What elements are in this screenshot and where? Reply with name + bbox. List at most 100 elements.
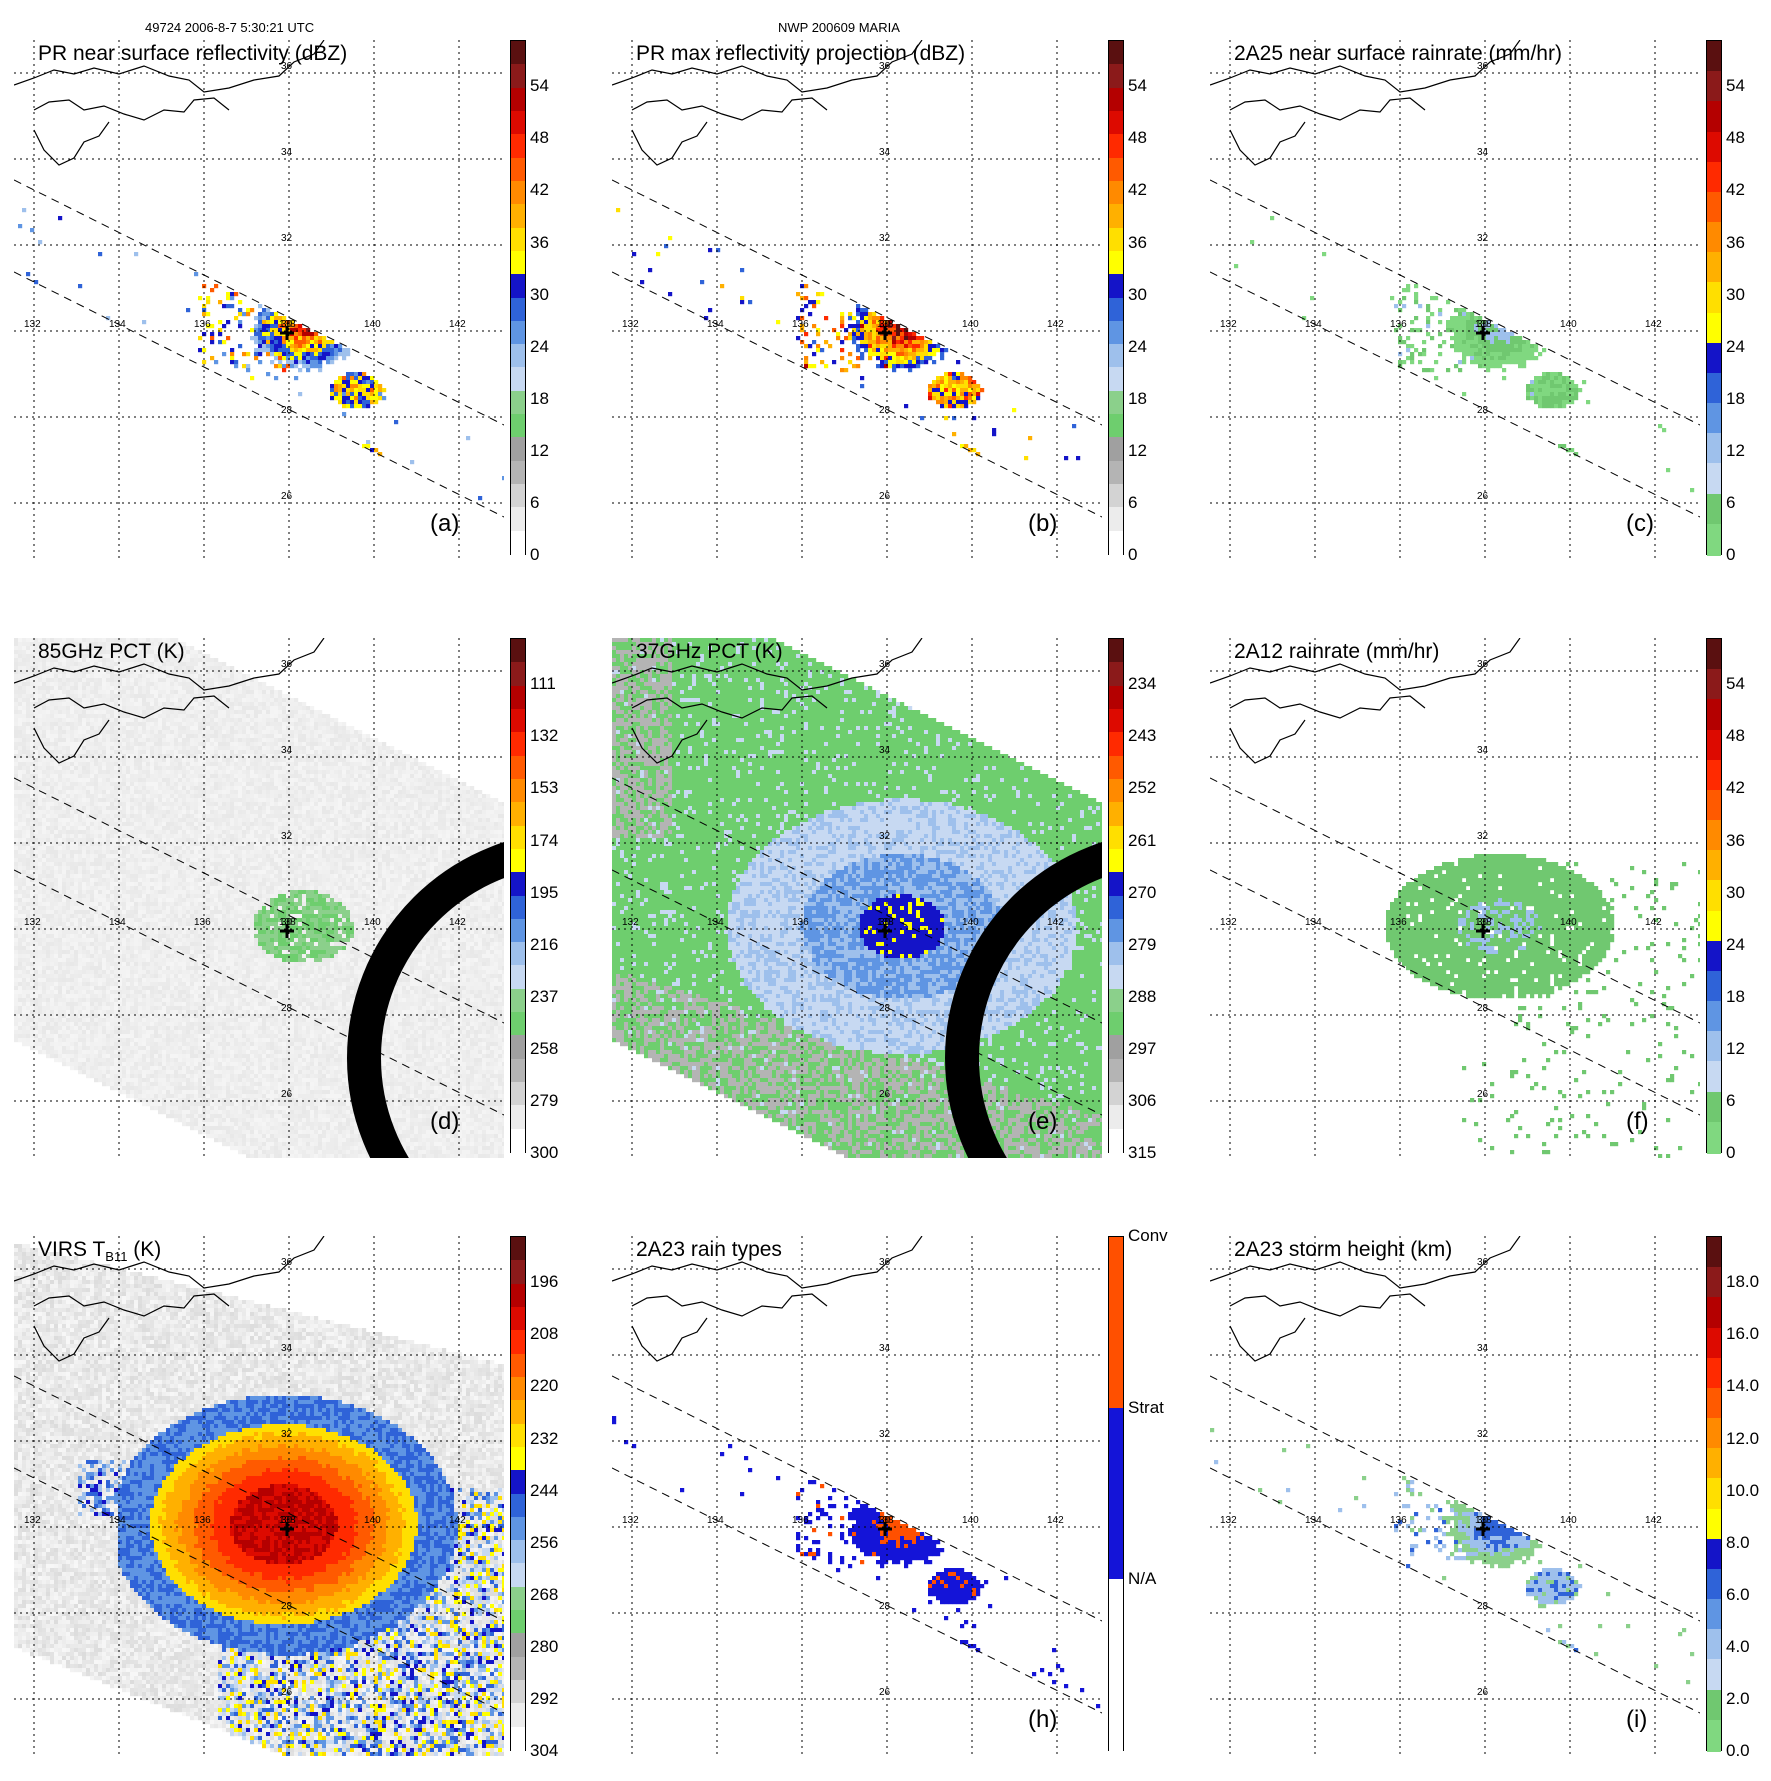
lon-label: 134	[109, 1515, 126, 1526]
colorbar-segment	[1707, 911, 1721, 943]
lat-label: 26	[879, 491, 891, 502]
coastline-shikoku	[1230, 1294, 1425, 1316]
colorbar-tick-label: 279	[1128, 935, 1156, 955]
swath-edge-lower	[14, 272, 504, 517]
colorbar-segment	[511, 1494, 525, 1519]
colorbar-segment	[511, 111, 525, 136]
lat-label: 34	[281, 147, 293, 158]
lat-label: 26	[1477, 1687, 1489, 1698]
colorbar-segment	[511, 1703, 525, 1728]
colorbar-segment	[1707, 1237, 1721, 1269]
lon-label: 136	[792, 1515, 809, 1526]
panel-title-text: 2A23 rain types	[636, 1238, 782, 1261]
colorbar-segment	[1109, 158, 1123, 183]
lon-label: 132	[1220, 917, 1237, 928]
lon-label: 142	[1047, 1515, 1064, 1526]
colorbar-tick-label: 306	[1128, 1091, 1156, 1111]
colorbar-tick-label: 12	[530, 441, 549, 461]
lon-label: 136	[1390, 917, 1407, 928]
panel-title-text: VIRS T	[38, 1238, 105, 1261]
panel-tag: (f)	[1626, 1108, 1649, 1136]
colorbar-tick-label: 8.0	[1726, 1533, 1750, 1553]
colorbar-segment	[1707, 433, 1721, 465]
lon-label: 142	[1047, 917, 1064, 928]
colorbar-segment	[1707, 1720, 1721, 1752]
colorbar-segment	[1109, 531, 1123, 556]
colorbar-segment	[1109, 344, 1123, 369]
colorbar	[510, 40, 526, 555]
lon-label: 132	[24, 1515, 41, 1526]
lon-label: 132	[24, 917, 41, 928]
field-pixels	[1234, 216, 1694, 492]
panel-title-text: 2A25 near surface rainrate (mm/hr)	[1234, 42, 1562, 65]
colorbar-segment	[1707, 313, 1721, 345]
lon-label: 136	[194, 1515, 211, 1526]
colorbar-tick-label: N/A	[1128, 1569, 1156, 1589]
colorbar-segment	[1109, 779, 1123, 804]
colorbar-tick-label: 18	[1726, 389, 1745, 409]
field-pixels	[14, 1244, 504, 1756]
colorbar-tick-label: 48	[530, 128, 549, 148]
colorbar-tick-label: 24	[530, 337, 549, 357]
colorbar-segment	[511, 1633, 525, 1658]
lat-label: 34	[879, 147, 891, 158]
colorbar-tick-label: 2.0	[1726, 1689, 1750, 1709]
colorbar-tick-label: 54	[1128, 76, 1147, 96]
colorbar-segment	[511, 779, 525, 804]
lat-label: 26	[1477, 1089, 1489, 1100]
colorbar-tick-label: 18	[1726, 987, 1745, 1007]
colorbar-segment	[511, 321, 525, 346]
lat-label: 32	[1477, 831, 1489, 842]
colorbar-tick-label: 270	[1128, 883, 1156, 903]
colorbar-segment	[1109, 849, 1123, 874]
lon-label: 142	[1645, 1515, 1662, 1526]
colorbar-segment	[1109, 367, 1123, 392]
colorbar-segment	[1707, 373, 1721, 405]
colorbar-segment	[511, 251, 525, 276]
colorbar-segment	[1707, 730, 1721, 762]
colorbar-tick-label: 243	[1128, 726, 1156, 746]
colorbar-segment	[1707, 524, 1721, 556]
colorbar-tick-label: 14.0	[1726, 1376, 1759, 1396]
lon-label: 142	[1047, 319, 1064, 330]
colorbar-segment	[1707, 1031, 1721, 1063]
colorbar-segment	[1109, 639, 1123, 664]
lon-label: 134	[707, 1515, 724, 1526]
colorbar-segment	[511, 391, 525, 416]
colorbar-tick-label: 36	[1128, 233, 1147, 253]
colorbar-segment	[1109, 1035, 1123, 1060]
colorbar-segment	[1707, 850, 1721, 882]
colorbar-segment	[1109, 1082, 1123, 1107]
colorbar-segment	[511, 1447, 525, 1472]
colorbar-segment	[1707, 192, 1721, 224]
colorbar-segment	[511, 872, 525, 897]
colorbar-segment	[1109, 321, 1123, 346]
lon-label: 136	[792, 319, 809, 330]
colorbar-segment	[1707, 1267, 1721, 1299]
panel-tag: (c)	[1626, 510, 1654, 538]
colorbar-segment	[511, 1307, 525, 1332]
colorbar-segment	[511, 1237, 525, 1262]
lat-label: 34	[879, 745, 891, 756]
swath-edge-lower	[612, 1468, 1102, 1713]
colorbar-tick-label: 252	[1128, 778, 1156, 798]
lat-label: 32	[1477, 1429, 1489, 1440]
lon-label: 132	[1220, 1515, 1237, 1526]
colorbar-segment	[1109, 64, 1123, 89]
colorbar-segment	[1109, 1237, 1123, 1410]
colorbar-segment	[511, 181, 525, 206]
lat-label: 26	[281, 491, 293, 502]
colorbar-tick-label: 30	[1726, 883, 1745, 903]
colorbar-tick-label: 174	[530, 831, 558, 851]
colorbar-tick-label: 153	[530, 778, 558, 798]
panel-tag: (i)	[1626, 1706, 1647, 1734]
colorbar-tick-label: 10.0	[1726, 1481, 1759, 1501]
lat-label: 34	[281, 1343, 293, 1354]
